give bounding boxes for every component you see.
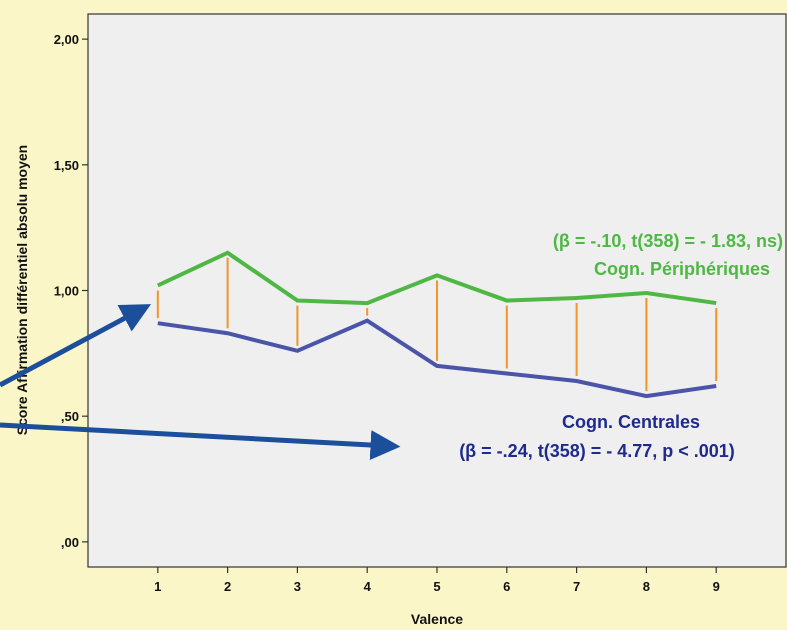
x-tick-label: 5 xyxy=(433,579,440,594)
x-tick-label: 7 xyxy=(573,579,580,594)
central-stat-label: (β = -.24, t(358) = - 4.77, p < .001) xyxy=(459,441,735,461)
x-axis: 1 2 3 4 5 6 7 8 9 xyxy=(154,567,720,594)
y-tick-label: ,50 xyxy=(61,409,79,424)
peripheral-series-label: Cogn. Périphériques xyxy=(594,259,770,279)
y-tick-label: 1,00 xyxy=(54,284,79,299)
central-series-label: Cogn. Centrales xyxy=(562,412,700,432)
difference-lines xyxy=(156,257,718,392)
y-tick-label: 1,50 xyxy=(54,158,79,173)
x-tick-label: 3 xyxy=(294,579,301,594)
arrow-to-central xyxy=(0,422,401,461)
series-central-line xyxy=(157,318,717,399)
x-tick-label: 6 xyxy=(503,579,510,594)
peripheral-stat-label: (β = -.10, t(358) = - 1.83, ns) xyxy=(553,231,783,251)
y-tick-label: ,00 xyxy=(61,535,79,550)
x-tick-label: 8 xyxy=(643,579,650,594)
series-lines xyxy=(156,250,717,399)
series-peripheral-line xyxy=(156,250,717,306)
x-tick-label: 9 xyxy=(713,579,720,594)
x-tick-label: 4 xyxy=(364,579,372,594)
y-axis: ,00 ,50 1,00 1,50 2,00 xyxy=(54,32,88,550)
arrow-to-peripheral xyxy=(0,304,152,388)
x-axis-title: Valence xyxy=(411,611,463,627)
x-tick-label: 2 xyxy=(224,579,231,594)
x-tick-label: 1 xyxy=(154,579,161,594)
y-tick-label: 2,00 xyxy=(54,32,79,47)
y-axis-title: Score Affirmation différentiel absolu mo… xyxy=(14,145,30,435)
